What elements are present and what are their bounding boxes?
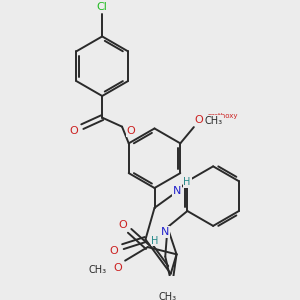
Text: CH₃: CH₃ bbox=[158, 292, 177, 300]
Text: O: O bbox=[113, 263, 122, 273]
Text: N: N bbox=[160, 227, 169, 237]
Text: O: O bbox=[110, 246, 118, 256]
Text: methoxy: methoxy bbox=[208, 113, 238, 119]
Text: O: O bbox=[127, 126, 135, 136]
Text: H: H bbox=[184, 177, 191, 187]
Text: O: O bbox=[118, 220, 127, 230]
Text: CH₃: CH₃ bbox=[89, 265, 107, 275]
Text: H: H bbox=[151, 236, 159, 246]
Text: O: O bbox=[194, 115, 203, 125]
Text: Cl: Cl bbox=[97, 2, 108, 12]
Text: N: N bbox=[173, 186, 182, 196]
Text: CH₃: CH₃ bbox=[205, 116, 223, 126]
Text: O: O bbox=[70, 126, 79, 136]
